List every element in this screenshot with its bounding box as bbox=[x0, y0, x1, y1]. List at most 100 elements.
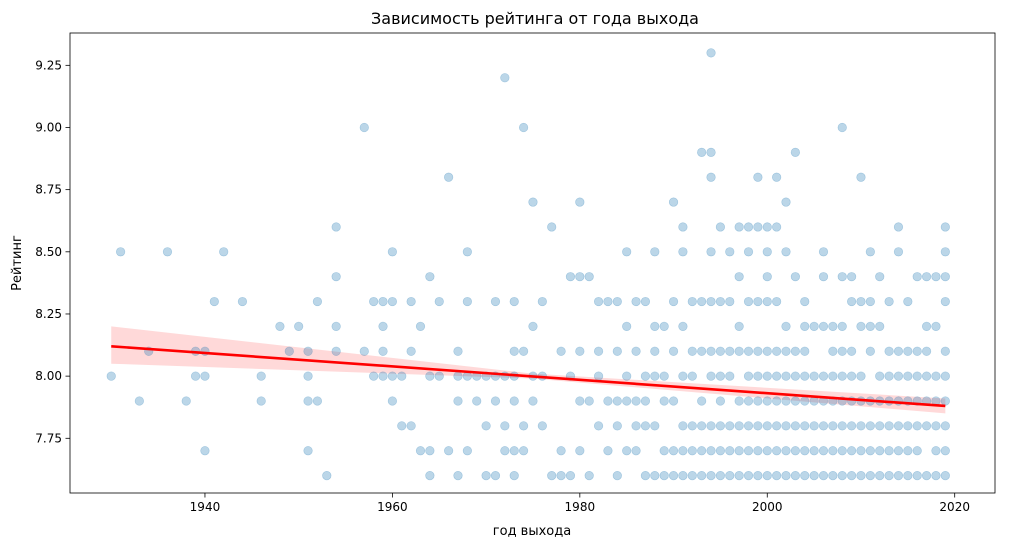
data-point bbox=[378, 371, 388, 381]
data-point bbox=[668, 470, 679, 481]
data-point bbox=[753, 396, 763, 406]
data-point bbox=[481, 470, 491, 481]
data-point bbox=[537, 421, 547, 431]
data-point bbox=[575, 197, 585, 207]
data-point bbox=[518, 446, 529, 456]
data-point bbox=[790, 272, 800, 282]
data-point bbox=[453, 396, 463, 406]
data-point bbox=[725, 421, 735, 431]
x-tick-label: 1960 bbox=[377, 500, 408, 514]
data-point bbox=[847, 272, 857, 282]
data-point bbox=[678, 446, 688, 456]
data-point bbox=[856, 321, 866, 332]
data-point bbox=[500, 73, 510, 83]
data-point bbox=[772, 421, 782, 431]
data-point bbox=[847, 470, 857, 481]
data-point bbox=[912, 470, 922, 481]
data-point bbox=[884, 346, 894, 356]
data-point bbox=[809, 421, 819, 431]
data-point bbox=[725, 247, 735, 257]
data-point bbox=[893, 470, 904, 481]
data-point bbox=[921, 371, 932, 381]
data-point bbox=[312, 296, 323, 307]
data-point bbox=[612, 421, 622, 431]
data-point bbox=[743, 421, 754, 431]
data-point bbox=[697, 296, 707, 307]
data-point bbox=[518, 122, 529, 133]
data-point bbox=[847, 296, 857, 307]
data-point bbox=[256, 396, 266, 406]
data-point bbox=[378, 321, 388, 332]
data-point bbox=[772, 470, 782, 481]
data-point bbox=[331, 222, 341, 232]
data-point bbox=[921, 321, 932, 332]
data-point bbox=[828, 346, 838, 356]
data-point bbox=[650, 247, 660, 257]
data-point bbox=[725, 296, 735, 307]
data-point bbox=[743, 396, 754, 406]
data-point bbox=[425, 272, 435, 282]
data-point bbox=[875, 321, 885, 332]
data-point bbox=[762, 446, 772, 456]
data-point bbox=[434, 371, 444, 381]
data-point bbox=[753, 346, 763, 356]
data-point bbox=[856, 296, 866, 307]
data-point bbox=[406, 346, 416, 356]
data-point bbox=[762, 470, 772, 481]
data-point bbox=[912, 421, 922, 431]
data-point bbox=[678, 222, 688, 232]
data-point bbox=[631, 396, 641, 406]
data-point bbox=[875, 446, 885, 456]
data-point bbox=[640, 421, 651, 431]
data-point bbox=[762, 272, 772, 282]
data-point bbox=[790, 371, 800, 381]
data-point bbox=[528, 321, 538, 332]
data-point bbox=[584, 272, 594, 282]
data-point bbox=[856, 421, 866, 431]
data-point bbox=[556, 470, 566, 481]
data-point bbox=[237, 296, 248, 307]
data-point bbox=[397, 421, 407, 431]
data-point bbox=[725, 346, 735, 356]
data-point bbox=[921, 272, 932, 282]
data-point bbox=[509, 470, 519, 481]
data-point bbox=[865, 321, 875, 332]
data-point bbox=[903, 446, 913, 456]
data-point bbox=[762, 247, 772, 257]
data-point bbox=[715, 222, 726, 232]
data-point bbox=[753, 371, 763, 381]
data-point bbox=[603, 296, 613, 307]
data-point bbox=[762, 222, 772, 232]
data-point bbox=[734, 222, 744, 232]
data-point bbox=[622, 247, 632, 257]
data-point bbox=[518, 421, 529, 431]
data-point bbox=[490, 470, 501, 481]
data-point bbox=[762, 421, 772, 431]
data-point bbox=[865, 446, 875, 456]
data-point bbox=[884, 371, 894, 381]
data-point bbox=[884, 421, 894, 431]
data-point bbox=[500, 421, 510, 431]
data-point bbox=[772, 222, 782, 232]
data-point bbox=[865, 247, 875, 257]
data-point bbox=[322, 470, 332, 481]
data-point bbox=[697, 470, 707, 481]
data-point bbox=[668, 396, 679, 406]
data-point bbox=[453, 371, 463, 381]
data-point bbox=[631, 296, 641, 307]
y-tick-label: 8.75 bbox=[35, 183, 62, 197]
data-point bbox=[303, 371, 313, 381]
data-point bbox=[134, 396, 144, 406]
data-point bbox=[734, 421, 744, 431]
data-point bbox=[668, 446, 679, 456]
data-point bbox=[837, 470, 847, 481]
data-point bbox=[912, 371, 922, 381]
data-point bbox=[800, 346, 810, 356]
data-point bbox=[622, 371, 632, 381]
data-point bbox=[790, 421, 800, 431]
data-point bbox=[640, 470, 651, 481]
data-point bbox=[584, 470, 594, 481]
data-point bbox=[612, 296, 622, 307]
data-point bbox=[818, 321, 829, 332]
